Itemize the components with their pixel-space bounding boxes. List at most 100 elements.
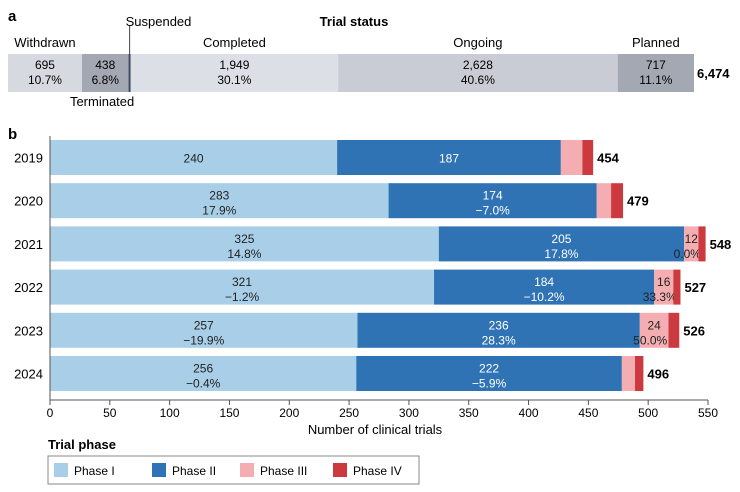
bar-phase-iv: [668, 312, 680, 348]
bar-total-label: 496: [647, 367, 669, 382]
bar-phase-iii: [654, 269, 674, 305]
bar-phase-ii: [434, 269, 655, 305]
status-bar-ongoing: [338, 54, 618, 92]
legend-title: Trial phase: [48, 437, 116, 452]
bar-total-label: 527: [684, 280, 706, 295]
status-bar-planned: [617, 54, 694, 92]
bar-phase-ii: [357, 312, 640, 348]
bar-phase-iii: [684, 226, 699, 262]
bar-pct-label: 14.8%: [227, 247, 261, 261]
legend-label: Phase IV: [353, 464, 402, 478]
x-tick-label: 150: [219, 406, 239, 420]
bar-value-label: 222: [479, 362, 499, 376]
year-label: 2023: [14, 323, 43, 338]
status-pct-withdrawn: 10.7%: [28, 73, 62, 87]
status-count-completed: 1,949: [219, 58, 249, 72]
bar-value-label: 174: [483, 189, 503, 203]
bar-phase-iii: [560, 140, 583, 175]
bar-pct-label: −5.9%: [472, 377, 507, 391]
bar-pct-label: −19.9%: [183, 333, 224, 347]
bar-value-label: 256: [193, 362, 213, 376]
bar-total-label: 454: [597, 151, 619, 166]
x-tick-label: 100: [160, 406, 180, 420]
bar-value-label: 321: [232, 275, 252, 289]
bar-phase-i: [50, 312, 358, 348]
bar-phase-ii: [438, 226, 685, 262]
bar-phase-ii: [337, 140, 561, 175]
bar-pct-label: −1.2%: [225, 290, 260, 304]
bar-value-label: 205: [551, 232, 571, 246]
bar-phase-iv: [635, 356, 644, 391]
bar-value-label: 16: [657, 275, 671, 289]
status-label-suspended: Suspended: [126, 14, 192, 29]
status-bar-completed: [130, 54, 339, 92]
panel-b-letter: b: [8, 126, 17, 143]
status-bar-terminated: [81, 54, 129, 92]
x-tick-label: 550: [698, 406, 718, 420]
year-label: 2019: [14, 151, 43, 166]
bar-value-label: 187: [439, 152, 459, 166]
status-label-completed: Completed: [203, 35, 266, 50]
status-label-withdrawn: Withdrawn: [14, 35, 75, 50]
bar-pct-label: 28.3%: [482, 333, 516, 347]
x-tick-label: 200: [279, 406, 299, 420]
status-count-planned: 717: [646, 58, 666, 72]
x-tick-label: 50: [103, 406, 117, 420]
x-tick-label: 500: [638, 406, 658, 420]
x-tick-label: 300: [399, 406, 419, 420]
status-count-ongoing: 2,628: [463, 58, 493, 72]
legend: Phase I Phase II Phase III Phase IV: [47, 455, 420, 485]
bar-total-label: 479: [627, 194, 649, 209]
bar-phase-iv: [673, 269, 681, 305]
bar-value-label: 257: [194, 318, 214, 332]
bar-pct-label: −0.4%: [186, 377, 221, 391]
bar-total-label: 548: [710, 237, 732, 252]
bar-phase-i: [50, 183, 389, 219]
x-tick-label: 400: [519, 406, 539, 420]
status-count-terminated: 438: [95, 58, 115, 72]
bar-value-label: 283: [209, 189, 229, 203]
status-label-planned: Planned: [632, 35, 680, 50]
legend-label: Phase II: [172, 464, 216, 478]
legend-swatch: [54, 463, 68, 477]
bar-value-label: 325: [234, 232, 254, 246]
status-pct-planned: 11.1%: [639, 73, 672, 87]
bar-value-label: 24: [647, 318, 661, 332]
x-tick-label: 0: [47, 406, 54, 420]
x-tick-label: 350: [459, 406, 479, 420]
panel-a-letter: a: [8, 8, 17, 25]
bar-pct-label: 33.3%: [643, 290, 677, 304]
bar-phase-i: [50, 269, 435, 305]
bar-phase-iv: [611, 183, 624, 219]
bar-phase-iv: [582, 140, 594, 175]
bar-pct-label: −10.2%: [524, 290, 565, 304]
legend-label: Phase III: [260, 464, 307, 478]
status-pct-terminated: 6.8%: [92, 73, 120, 87]
bar-phase-ii: [388, 183, 597, 219]
bar-phase-i: [50, 140, 338, 175]
bar-value-label: 236: [489, 318, 509, 332]
bar-phase-iii: [596, 183, 612, 219]
panel-a-total: 6,474: [697, 66, 730, 81]
x-tick-label: 450: [578, 406, 598, 420]
year-label: 2024: [14, 367, 43, 382]
status-pct-completed: 30.1%: [217, 73, 251, 87]
bar-pct-label: 17.8%: [544, 247, 578, 261]
status-label-ongoing: Ongoing: [453, 35, 502, 50]
bar-value-label: 184: [534, 275, 554, 289]
status-bar-suspended: [128, 54, 131, 92]
bar-phase-i: [50, 226, 439, 262]
bar-total-label: 526: [683, 323, 705, 338]
legend-swatch: [152, 463, 166, 477]
legend-label: Phase I: [74, 464, 115, 478]
bar-pct-label: 17.9%: [202, 204, 236, 218]
legend-swatch: [240, 463, 254, 477]
bar-phase-iv: [698, 226, 706, 262]
bar-pct-label: 50.0%: [633, 333, 667, 347]
status-label-terminated: Terminated: [70, 94, 134, 109]
bar-value-label: 240: [184, 152, 204, 166]
status-pct-ongoing: 40.6%: [461, 73, 495, 87]
status-count-withdrawn: 695: [35, 58, 55, 72]
